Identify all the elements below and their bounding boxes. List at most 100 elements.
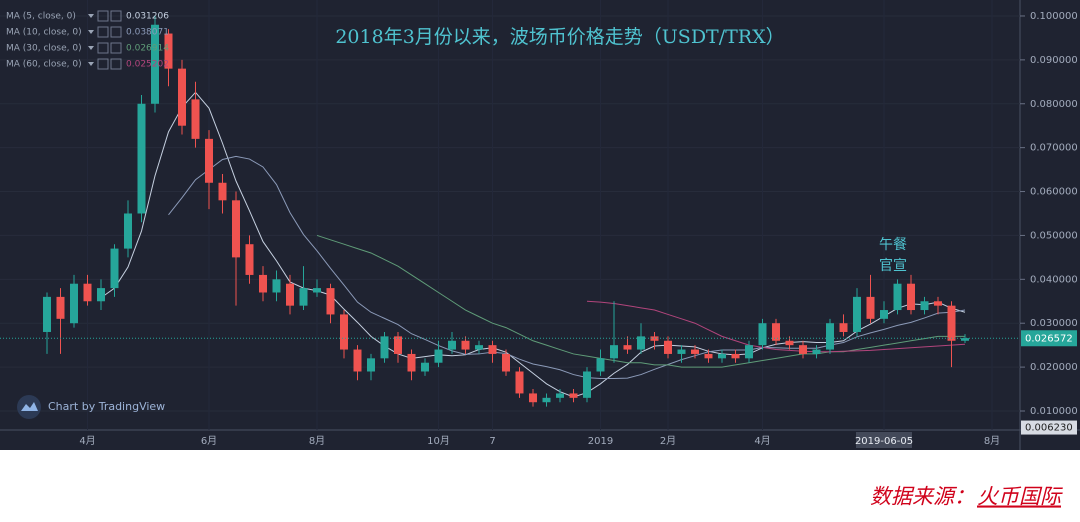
legend-icon	[110, 58, 122, 70]
ma-line	[586, 300, 966, 353]
x-label-box	[856, 432, 912, 448]
candle-body	[934, 301, 942, 306]
candle-body	[529, 393, 537, 403]
candle-body	[407, 353, 416, 372]
candle-body	[961, 338, 969, 341]
legend-icon	[97, 26, 109, 38]
candle-body	[664, 340, 672, 354]
y-tick-label: 0.020000	[1030, 362, 1078, 373]
y-tick-label: 0.100000	[1030, 11, 1078, 22]
watermark: Chart by TradingView	[48, 400, 165, 413]
y-tick-label: 0.050000	[1030, 230, 1078, 241]
candle-body	[569, 393, 578, 398]
candle-body	[259, 274, 267, 293]
candle-body	[772, 323, 780, 341]
x-tick-label: 2019	[588, 436, 613, 447]
legend-icon	[110, 10, 122, 22]
candle-body	[907, 283, 915, 311]
legend-name: MA (30, close, 0)	[6, 44, 82, 54]
candle-body	[353, 349, 362, 372]
legend-value: 0.025202	[126, 60, 169, 70]
candle-body	[272, 279, 281, 293]
candle-body	[731, 353, 740, 359]
candle-body	[164, 33, 173, 69]
low-marker-box	[1021, 420, 1077, 435]
annotation: 官宣	[879, 258, 907, 274]
candle-body	[367, 358, 375, 372]
candle-body	[623, 345, 632, 350]
y-tick-label: 0.070000	[1030, 143, 1078, 154]
logo-icon	[21, 402, 38, 411]
candle-body	[893, 283, 902, 311]
candle-body	[56, 296, 65, 319]
candle-body	[556, 393, 564, 398]
legend-name: MA (10, close, 0)	[6, 28, 82, 38]
low-marker-label: 0.006230	[1025, 423, 1073, 434]
y-tick-label: 0.030000	[1030, 318, 1078, 329]
x-tick-label: 4月	[754, 435, 770, 447]
candle-body	[83, 283, 92, 302]
candles	[43, 15, 969, 407]
candle-body	[43, 296, 51, 332]
candle-body	[70, 283, 78, 324]
candle-body	[232, 200, 240, 258]
legend-caret	[88, 46, 94, 50]
y-tick-label: 0.040000	[1030, 274, 1078, 285]
candle-body	[596, 358, 605, 372]
candle-body	[380, 336, 389, 359]
candle-body	[178, 68, 186, 126]
x-tick-label: 2019-06-05	[855, 436, 913, 447]
candle-body	[340, 314, 348, 350]
candle-body	[124, 213, 132, 249]
candle-body	[515, 371, 524, 394]
annotation: 午餐	[879, 237, 907, 253]
legend-value: 0.026914	[126, 44, 169, 54]
x-tick-label: 8月	[984, 435, 1000, 447]
x-tick-label: 2月	[660, 435, 676, 447]
source-prefix: 数据来源：	[870, 485, 975, 509]
candle-body	[245, 244, 254, 275]
tradingview-logo	[17, 395, 41, 419]
candle-body	[880, 310, 888, 319]
candle-body	[421, 362, 429, 372]
y-tick-label: 0.010000	[1030, 406, 1078, 417]
legend-caret	[88, 62, 94, 66]
candle-body	[326, 288, 335, 315]
candle-body	[434, 349, 443, 363]
x-tick-label: 4月	[79, 435, 95, 447]
legend-icon	[97, 10, 109, 22]
candle-body	[542, 397, 551, 403]
candle-body	[151, 24, 159, 104]
legend-caret	[88, 14, 94, 18]
legend-icon	[110, 26, 122, 38]
chart-title: 2018年3月份以来，波场币价格走势（USDT/TRX）	[335, 26, 784, 48]
candle-body	[461, 340, 470, 350]
candle-body	[313, 288, 321, 293]
legend-value: 0.031206	[126, 12, 169, 22]
x-tick-label: 10月	[427, 435, 450, 447]
y-tick-label: 0.060000	[1030, 187, 1078, 198]
legend-caret	[88, 30, 94, 34]
candle-body	[799, 345, 807, 354]
y-tick-label: 0.090000	[1030, 55, 1078, 66]
x-tick-label: 7	[489, 436, 495, 447]
candle-body	[947, 305, 956, 341]
candle-body	[853, 296, 861, 332]
candle-body	[718, 353, 726, 359]
candle-body	[191, 99, 200, 139]
candle-body	[205, 138, 213, 183]
candle-body	[826, 323, 834, 350]
ma-line	[100, 91, 966, 398]
last-price-box	[1021, 330, 1077, 347]
candle-body	[97, 288, 105, 302]
candle-body	[137, 103, 146, 214]
candle-body	[448, 340, 456, 350]
last-price-label: 0.026572	[1025, 333, 1073, 344]
candle-body	[610, 345, 618, 359]
grid	[0, 0, 1020, 430]
candle-body	[812, 349, 821, 354]
candle-body	[704, 353, 713, 359]
candle-body	[866, 296, 875, 319]
candle-body	[758, 323, 767, 346]
